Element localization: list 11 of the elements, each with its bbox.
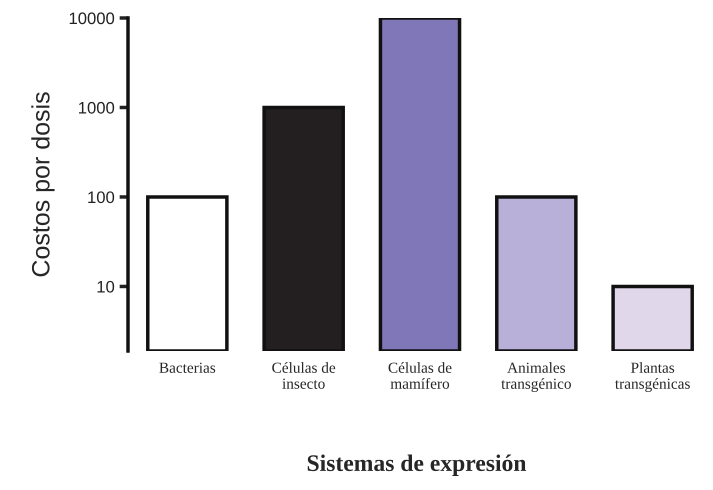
y-tick-label: 100 [88, 191, 114, 204]
x-tick-label: Plantas transgénicas [615, 362, 690, 392]
x-tick-label: Células de insecto [272, 362, 336, 389]
y-tick-label: 10 [98, 280, 114, 293]
y-axis-title: Costos por dosis [31, 92, 55, 276]
x-tick-label: Células de mamífero [388, 362, 452, 389]
x-tick-label: Bacterias [159, 362, 216, 373]
x-tick-label: Animales transgénico [501, 362, 571, 392]
y-tick-label: 10000 [70, 12, 114, 24]
x-axis-title: Sistemas de expresión [308, 454, 526, 476]
y-tick-label: 1000 [79, 102, 114, 114]
